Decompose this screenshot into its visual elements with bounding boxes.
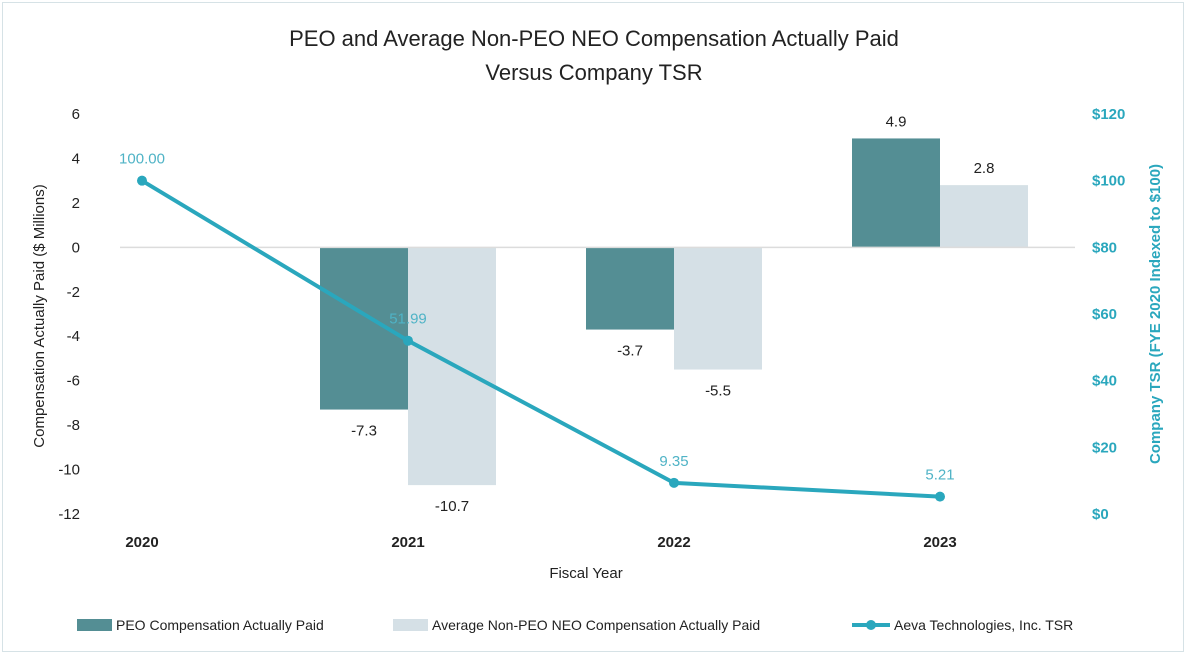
- y-axis-label-right: Company TSR (FYE 2020 Indexed to $100): [1147, 164, 1164, 464]
- y-tick-left: -12: [58, 506, 80, 523]
- bar-non-peo-2023: [940, 185, 1028, 248]
- bar-label-peo-2021: -7.3: [351, 423, 377, 440]
- y-tick-right: $60: [1092, 306, 1117, 323]
- chart-title-line-2: Versus Company TSR: [485, 60, 702, 85]
- x-tick-2020: 2020: [125, 534, 158, 551]
- tsr-label-2023: 5.21: [925, 467, 954, 484]
- bar-non-peo-2022: [674, 247, 762, 370]
- x-tick-2021: 2021: [391, 534, 424, 551]
- y-tick-left: -2: [67, 284, 80, 301]
- legend-swatch-non-peo: [393, 619, 428, 631]
- x-axis-label: Fiscal Year: [549, 565, 622, 582]
- tsr-label-2020: 100.00: [119, 151, 165, 168]
- tsr-label-2021: 51.99: [389, 311, 427, 328]
- y-tick-left: 2: [72, 195, 80, 212]
- legend-marker-tsr: [866, 620, 876, 630]
- legend-swatch-peo: [77, 619, 112, 631]
- bar-peo-2023: [852, 138, 940, 248]
- tsr-line: [140, 178, 941, 499]
- legend-label-tsr: Aeva Technologies, Inc. TSR: [894, 617, 1073, 633]
- tsr-point-2022: [669, 477, 679, 488]
- x-tick-2022: 2022: [657, 534, 690, 551]
- bar-label-peo-2022: -3.7: [617, 343, 643, 360]
- y-axis-label-left: Compensation Actually Paid ($ Millions): [31, 184, 48, 447]
- bar-label-non-peo-2021: -10.7: [435, 498, 469, 515]
- bar-label-non-peo-2023: 2.8: [974, 160, 995, 177]
- y-tick-right: $0: [1092, 506, 1109, 523]
- bar-peo-2022: [586, 247, 674, 330]
- tsr-point-2020: [137, 175, 147, 186]
- tsr-point-2023: [935, 491, 945, 502]
- y-tick-left: 6: [72, 106, 80, 123]
- tsr-label-2022: 9.35: [659, 453, 688, 470]
- x-tick-2023: 2023: [923, 534, 956, 551]
- tsr-point-2021: [403, 335, 413, 346]
- legend-label-peo: PEO Compensation Actually Paid: [116, 617, 324, 633]
- y-tick-left: -10: [58, 462, 80, 479]
- y-tick-left: -8: [67, 417, 80, 434]
- legend-label-non-peo: Average Non-PEO NEO Compensation Actuall…: [432, 617, 760, 633]
- legend: PEO Compensation Actually Paid Average N…: [77, 617, 1073, 633]
- y-tick-right: $20: [1092, 439, 1117, 456]
- y-tick-left: 0: [72, 239, 80, 256]
- y-tick-right: $100: [1092, 173, 1125, 190]
- y-tick-left: 4: [72, 150, 80, 167]
- bar-label-non-peo-2022: -5.5: [705, 383, 731, 400]
- y-tick-right: $80: [1092, 239, 1117, 256]
- y-tick-left: -4: [67, 328, 80, 345]
- bar-label-peo-2023: 4.9: [886, 113, 907, 130]
- y-tick-right: $120: [1092, 106, 1125, 123]
- y-tick-right: $40: [1092, 373, 1117, 390]
- chart-title-line-1: PEO and Average Non-PEO NEO Compensation…: [289, 26, 899, 51]
- y-tick-left: -6: [67, 373, 80, 390]
- bar-peo-2021: [320, 247, 408, 410]
